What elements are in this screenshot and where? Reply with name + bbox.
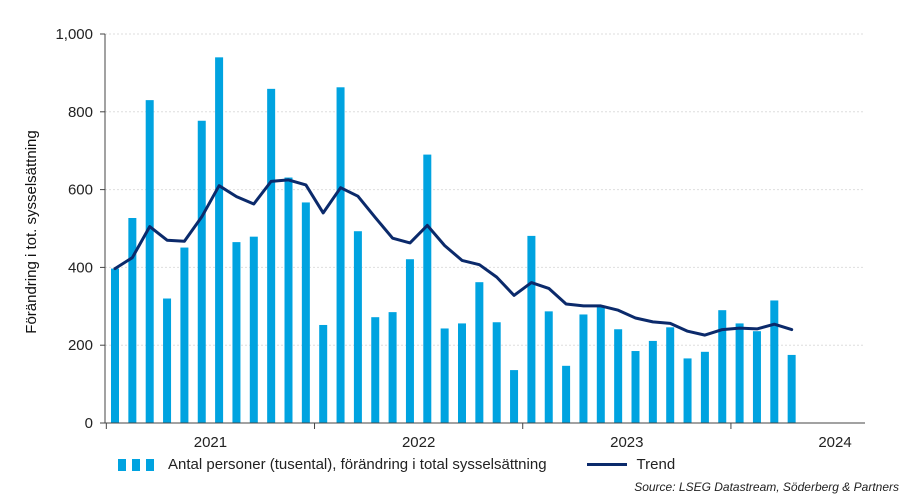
bar-2024-01 — [735, 323, 744, 423]
y-tick-label: 600 — [68, 182, 93, 199]
bar-2022-01 — [319, 324, 328, 423]
x-tick-label-2021: 2021 — [194, 434, 227, 451]
bar-2024-02 — [752, 331, 761, 423]
bar-2023-05 — [596, 305, 605, 423]
y-axis-label: Förändring i tot. sysselsättning — [23, 130, 40, 333]
y-tick-label: 200 — [68, 337, 93, 354]
bar-2023-04 — [579, 314, 588, 423]
bar-2021-02 — [128, 217, 137, 423]
bar-2021-10 — [267, 88, 276, 423]
source-note: Source: LSEG Datastream, Söderberg & Par… — [634, 480, 899, 494]
bar-2021-08 — [232, 242, 241, 423]
bar-2023-07 — [631, 351, 640, 423]
bar-2022-10 — [475, 282, 484, 423]
bar-2021-11 — [284, 177, 293, 423]
bar-2022-04 — [371, 317, 380, 423]
y-axis: 0 200 400 600 800 1,000 — [55, 26, 106, 432]
legend: Antal personer (tusental), förändring i … — [118, 456, 675, 473]
bar-2021-09 — [249, 236, 258, 423]
x-axis: 2021 2022 2023 2024 — [105, 422, 865, 451]
legend-bar-swatch-2 — [132, 458, 140, 471]
bar-2023-01 — [527, 235, 536, 423]
bar-2021-01 — [111, 268, 119, 423]
bar-series — [111, 57, 796, 424]
trend-line — [113, 178, 794, 337]
bar-2021-04 — [163, 298, 172, 423]
bar-2023-08 — [648, 340, 657, 423]
bar-2022-11 — [492, 322, 501, 423]
bar-2022-03 — [353, 231, 362, 423]
bar-2024-03 — [770, 300, 779, 423]
bar-2023-02 — [544, 311, 553, 423]
legend-line-swatch — [586, 463, 627, 466]
bar-2022-07 — [423, 154, 432, 423]
bar-2022-08 — [440, 328, 449, 423]
bar-2022-09 — [458, 323, 466, 423]
bar-2022-12 — [510, 370, 519, 423]
bar-2023-12 — [718, 310, 727, 423]
legend-bar-swatch — [118, 458, 154, 471]
x-tick-label-2024: 2024 — [818, 434, 851, 451]
legend-line-label: Trend — [636, 456, 676, 473]
bar-2021-05 — [180, 247, 189, 423]
y-tick-label: 0 — [85, 415, 93, 432]
y-tick-label: 400 — [68, 259, 93, 276]
bar-2024-04 — [787, 354, 796, 423]
legend-bar-swatch-3 — [146, 458, 154, 471]
trend-series — [113, 178, 794, 337]
bar-2023-11 — [700, 351, 709, 423]
bar-2021-12 — [301, 202, 310, 423]
y-tick-label: 1,000 — [55, 26, 93, 43]
bar-2021-03 — [145, 100, 154, 423]
bar-2022-02 — [336, 87, 345, 423]
bar-2023-03 — [562, 365, 571, 423]
x-tick-label-2023: 2023 — [610, 434, 643, 451]
legend-bar-label: Antal personer (tusental), förändring i … — [168, 456, 547, 473]
x-tick-label-2022: 2022 — [402, 434, 435, 451]
bar-2021-07 — [215, 57, 224, 424]
bar-2023-06 — [614, 329, 623, 423]
legend-bar-swatch-1 — [118, 458, 126, 471]
bar-2023-09 — [666, 327, 675, 423]
y-tick-label: 800 — [68, 104, 93, 121]
bar-2022-05 — [388, 312, 397, 423]
bar-2022-06 — [405, 259, 414, 423]
bar-2021-06 — [197, 120, 206, 423]
bar-2023-10 — [683, 358, 692, 423]
